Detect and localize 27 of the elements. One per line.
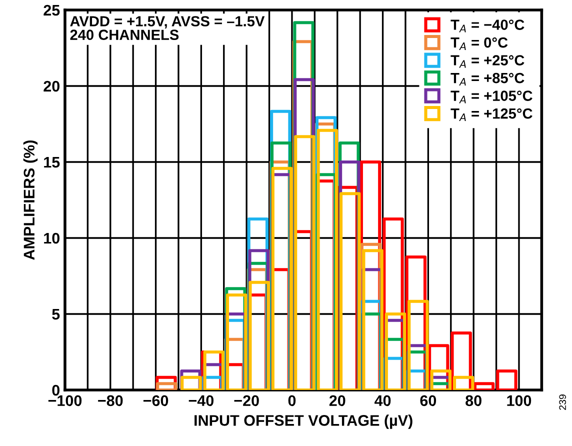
text: 239 (559, 394, 566, 410)
x-tick-label: 80 (466, 395, 482, 406)
y-tick-label: 10 (44, 232, 60, 244)
x-tick-label: 40 (374, 395, 391, 406)
x-tick-label: −40 (188, 395, 214, 406)
x-tick-label: 60 (420, 395, 436, 406)
x-tick-label: −60 (143, 395, 168, 406)
x-tick-label: 20 (329, 395, 346, 406)
x-tick-label: −80 (98, 395, 123, 406)
legend-label: T$_{A}$ = 0°C (450, 37, 508, 50)
y-tick-label: 0 (52, 384, 60, 396)
y-tick-label: 5 (52, 309, 60, 320)
annotation: AVDD = +1.5V, AVSS = –1.5V 240 CHANNELS (70, 16, 265, 40)
legend-label: T$_{A}$ = +85°C (450, 72, 524, 86)
legend-label: T$_{A}$ = +105°C (450, 90, 532, 104)
x-tick-label: 100 (507, 395, 532, 406)
y-tick-label: 15 (44, 157, 60, 168)
x-tick-label: 0 (288, 395, 296, 406)
legend-label: T$_{A}$ = −40°C (450, 20, 524, 32)
x-tick-label: −20 (234, 395, 259, 406)
x-tick-label: −100 (48, 395, 82, 406)
legend-label: T$_{A}$ = +125°C (450, 108, 532, 121)
y-tick-label: 25 (44, 4, 60, 16)
y-tick-label: 20 (44, 80, 60, 92)
y-axis-title: AMPLIFIERS (%) (23, 140, 38, 260)
legend-label: T$_{A}$ = +25°C (450, 55, 524, 68)
x-axis-title: INPUT OFFSET VOLTAGE (µV) (194, 414, 412, 429)
